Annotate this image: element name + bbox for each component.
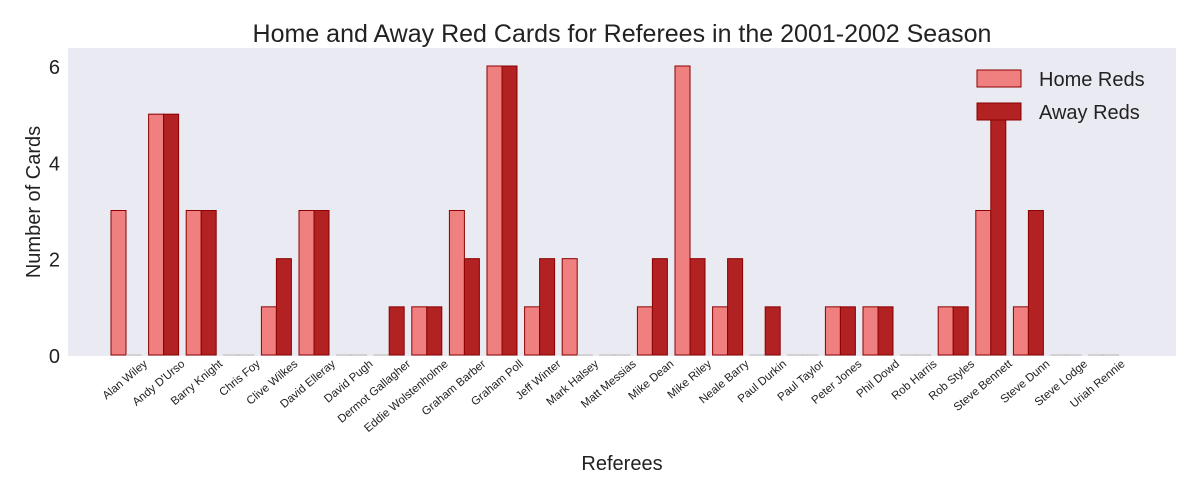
bar-home <box>862 306 879 356</box>
bar-home <box>674 65 691 356</box>
plot-area <box>68 48 1176 356</box>
x-axis-label: Referees <box>581 453 662 475</box>
bar-home <box>1012 306 1029 356</box>
bar-home <box>411 306 428 356</box>
bar-home <box>260 306 277 356</box>
y-tick-label: 0 <box>49 346 60 368</box>
bar-away <box>163 113 180 356</box>
bar-away <box>388 306 405 356</box>
bar-away <box>539 258 556 356</box>
bar-away <box>200 210 217 356</box>
legend-swatch-away-reds <box>976 102 1022 121</box>
bar-away <box>839 306 856 356</box>
y-tick-label: 4 <box>49 153 60 175</box>
y-axis-ticks: 0 2 4 6 <box>49 57 60 368</box>
bar-away <box>877 306 894 356</box>
bar-away <box>313 210 330 356</box>
bar-home <box>561 258 578 356</box>
y-tick-label: 6 <box>49 57 60 79</box>
bar-home <box>636 306 653 356</box>
legend-label-home-reds: Home Reds <box>1039 69 1145 91</box>
bar-away <box>1027 210 1044 356</box>
bar-away <box>952 306 969 356</box>
bar-away <box>764 306 781 356</box>
bar-away <box>727 258 744 356</box>
bar-home <box>524 306 541 356</box>
bar-away <box>651 258 668 356</box>
bar-away <box>689 258 706 356</box>
bar-home <box>448 210 465 356</box>
bar-home <box>486 65 503 356</box>
bar-home <box>185 210 202 356</box>
legend-label-away-reds: Away Reds <box>1039 102 1140 124</box>
bar-home <box>298 210 315 356</box>
chart-title: Home and Away Red Cards for Referees in … <box>253 20 992 48</box>
bar-away <box>990 113 1007 356</box>
y-tick-label: 2 <box>49 250 60 272</box>
bar-away <box>463 258 480 356</box>
bar-away <box>501 65 518 356</box>
legend: Home Reds Away Reds <box>976 69 1145 124</box>
bar-home <box>975 210 992 356</box>
bar-away <box>426 306 443 356</box>
bars <box>110 65 1119 356</box>
bar-home <box>712 306 729 356</box>
bar-home <box>110 210 127 356</box>
y-axis-label: Number of Cards <box>23 126 45 278</box>
legend-swatch-home-reds <box>976 69 1022 88</box>
bar-away <box>275 258 292 356</box>
bar-home <box>937 306 954 356</box>
bar-home <box>824 306 841 356</box>
bar-home <box>148 113 165 356</box>
